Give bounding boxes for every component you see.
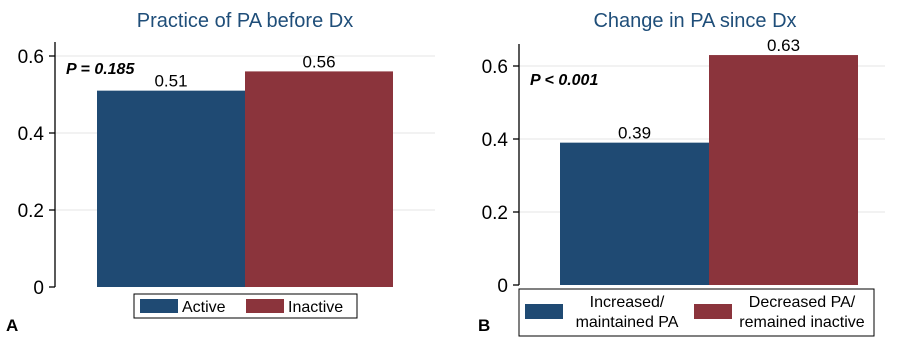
chart-b-title: Change in PA since Dx [593,10,796,32]
chart-b-panel-label: B [478,316,490,335]
chart-b-bar [560,142,709,285]
chart-b: Change in PA since Dx 0.39 0.63 0.6 0.4 0… [478,10,885,337]
chart-a-legend-label: Inactive [288,299,343,316]
chart-a-bar [97,90,245,288]
chart-a-title: Practice of PA before Dx [137,10,353,32]
chart-a-panel-label: A [6,316,18,335]
chart-b-y-tick-label: 0 [497,276,508,297]
chart-b-legend-label-line: Increased/ [590,294,665,311]
chart-a-legend-swatch [140,299,178,313]
chart-a-p-value: P = 0.185 [66,61,135,78]
chart-b-legend: Increased/ maintained PA Decreased PA/ r… [518,288,875,337]
chart-a-legend-label: Active [182,299,226,316]
chart-a-data-label: 0.51 [154,72,187,91]
chart-b-legend-label-line: maintained PA [576,314,679,331]
chart-b-y-tick-label: 0.6 [482,57,508,78]
chart-a-y-tick-label: 0.6 [18,47,44,68]
chart-a-bars: 0.51 0.56 [97,52,393,288]
chart-b-legend-label-line: Decreased PA/ [749,294,856,311]
chart-a: Practice of PA before Dx 0.51 0.56 0.6 0.… [6,10,435,335]
chart-b-data-label: 0.39 [618,124,651,143]
chart-b-data-label: 0.63 [767,36,800,55]
chart-b-legend-swatch [694,304,732,319]
chart-a-legend: Active Inactive [133,293,358,319]
chart-b-y-tick-label: 0.4 [482,130,509,151]
chart-a-data-label: 0.56 [302,52,335,71]
chart-a-y-tick-label: 0 [33,278,44,299]
chart-b-bar [709,55,858,285]
chart-a-y-tick-label: 0.2 [18,201,44,222]
chart-b-p-value: P < 0.001 [530,72,598,89]
chart-a-bar [245,71,393,288]
chart-b-legend-swatch [525,304,563,319]
chart-b-legend-label-line: remained inactive [739,314,865,331]
chart-b-bars: 0.39 0.63 [560,36,858,285]
chart-b-y-tick-label: 0.2 [482,203,508,224]
chart-a-legend-swatch [246,299,284,313]
chart-a-y-tick-label: 0.4 [18,124,45,145]
